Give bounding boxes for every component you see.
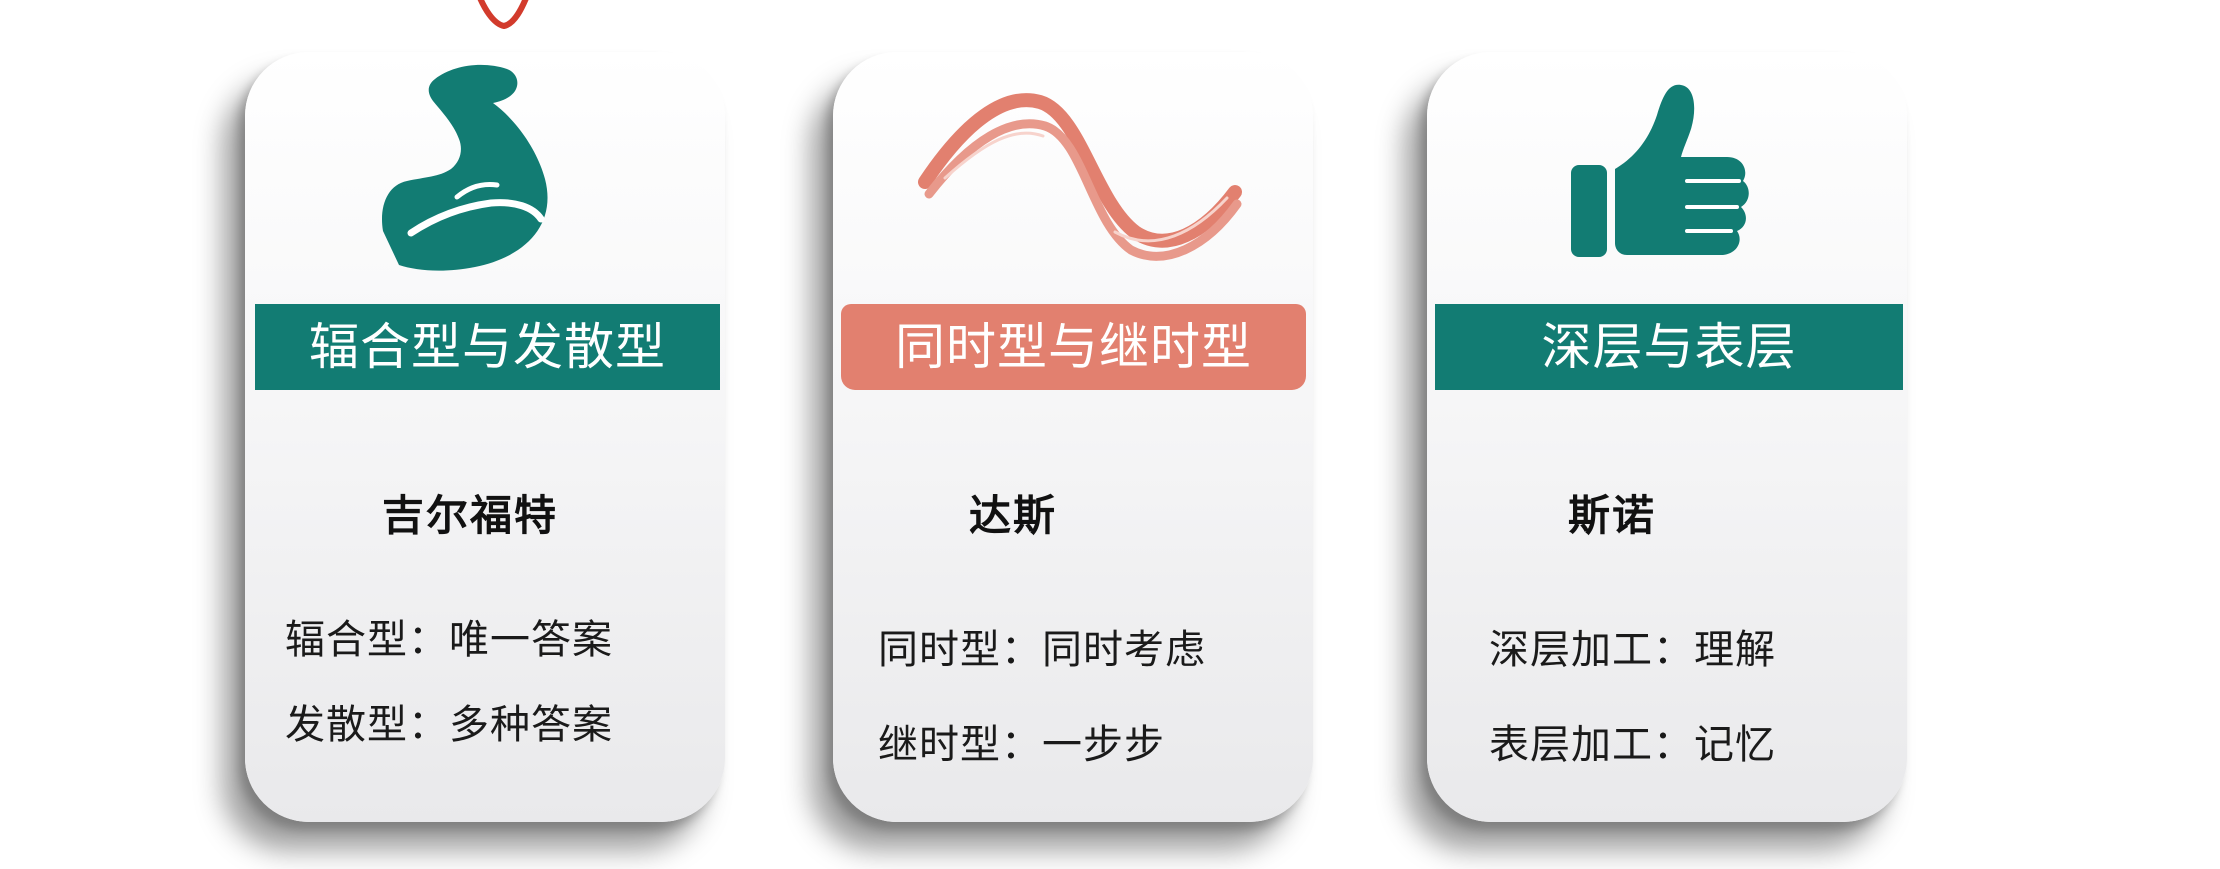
definition-line: 深层加工：理解 [1489,627,1776,673]
author-name: 达斯 [968,491,1057,540]
card-convergent-divergent: 辐合型与发散型 吉尔福特 辐合型：唯一答案 发散型：多种答案 [245,52,725,822]
banner-deep-surface: 深层与表层 [1435,304,1903,390]
card-simultaneous-successive: 同时型与继时型 达斯 同时型：同时考虑 继时型：一步步 [833,52,1313,822]
definition-line: 辐合型：唯一答案 [285,617,613,663]
definition-line: 发散型：多种答案 [285,702,613,748]
definition-line: 继时型：一步步 [878,722,1165,768]
definition-line: 同时型：同时考虑 [878,627,1206,673]
author-name: 斯诺 [1567,491,1656,540]
definition-line: 表层加工：记忆 [1489,722,1776,768]
author-name: 吉尔福特 [381,491,558,540]
flexed-arm-icon [382,64,548,271]
card-deep-surface: 深层与表层 斯诺 深层加工：理解 表层加工：记忆 [1427,52,1907,822]
wave-ribbon-icon [918,93,1242,261]
banner-convergent-divergent: 辐合型与发散型 [255,304,720,390]
thumbs-up-icon [1571,84,1749,257]
red-curve-mark [477,0,529,30]
banner-simultaneous-successive: 同时型与继时型 [841,304,1306,390]
